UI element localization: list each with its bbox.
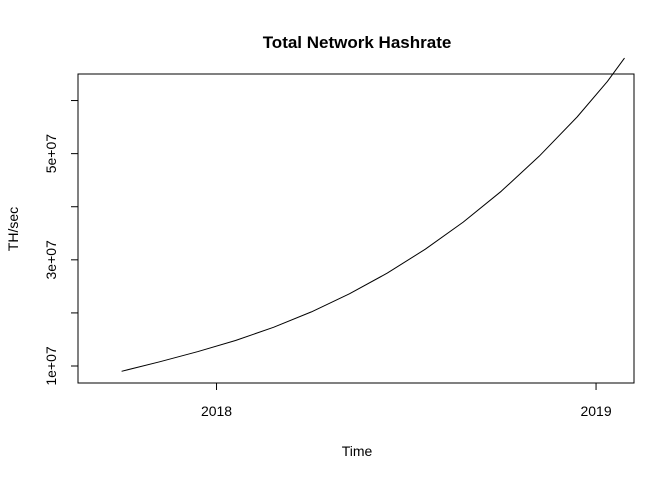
y-tick-label: 5e+07 <box>43 134 59 174</box>
x-tick-label: 2018 <box>201 403 232 419</box>
chart-title: Total Network Hashrate <box>263 33 452 52</box>
y-axis-label: TH/sec <box>5 207 21 251</box>
series-line <box>121 57 625 372</box>
x-axis: 2018 2019 <box>201 382 612 419</box>
x-tick-label: 2019 <box>580 403 611 419</box>
x-axis-label: Time <box>342 443 373 459</box>
y-tick-label: 1e+07 <box>43 346 59 386</box>
plot-frame <box>77 73 635 384</box>
series-layer <box>121 57 625 372</box>
y-tick-label: 3e+07 <box>43 240 59 280</box>
y-axis: 1e+07 3e+07 5e+07 <box>43 100 79 386</box>
